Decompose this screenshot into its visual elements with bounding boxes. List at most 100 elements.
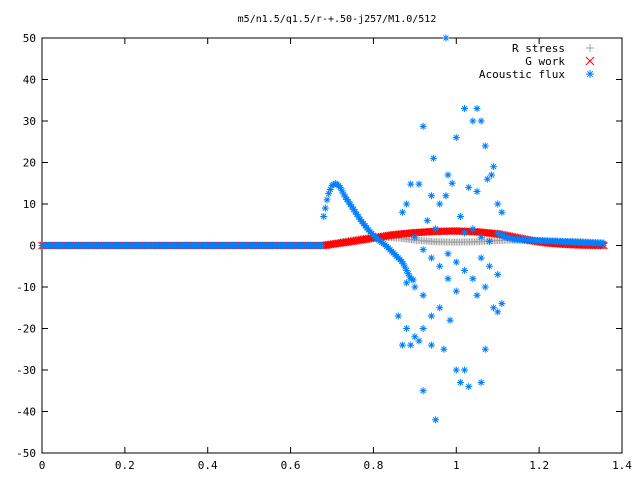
acoustic-flux-point [481,283,489,291]
acoustic-flux-point [407,341,415,349]
acoustic-flux-point [415,337,423,345]
acoustic-flux-point [340,190,348,198]
acoustic-flux-point [477,233,485,241]
acoustic-flux-point [341,193,349,201]
acoustic-flux-point [469,275,477,283]
acoustic-flux-point [436,304,444,312]
x-tick-label: 0.6 [281,459,301,472]
acoustic-flux-point [494,229,502,237]
legend-marker-r-stress [586,44,594,52]
acoustic-flux-point [399,260,407,268]
acoustic-flux-point [419,122,427,130]
acoustic-flux-point [456,378,464,386]
acoustic-flux-point [398,341,406,349]
acoustic-flux-point [398,208,406,216]
acoustic-flux-point [477,117,485,125]
acoustic-flux-point [473,188,481,196]
acoustic-flux-point [320,212,328,220]
y-tick-label: 30 [23,115,36,128]
acoustic-flux-point [446,316,454,324]
acoustic-flux-point [427,254,435,262]
acoustic-flux-point [419,291,427,299]
acoustic-flux-point [345,198,353,206]
acoustic-flux-point [403,279,411,287]
y-tick-label: 50 [23,32,36,45]
acoustic-flux-point [403,266,411,274]
acoustic-flux-point [321,204,329,212]
acoustic-flux-point [485,237,493,245]
acoustic-flux-point [442,192,450,200]
acoustic-flux-point [409,276,417,284]
acoustic-flux-point [403,325,411,332]
acoustic-flux-point [497,231,505,239]
x-tick-label: 1.4 [612,459,632,472]
acoustic-flux-point [411,233,419,241]
y-tick-label: 0 [29,240,36,253]
acoustic-flux-point [430,154,437,162]
y-tick-label: 10 [23,198,36,211]
acoustic-flux-point [442,34,450,42]
acoustic-flux-point [469,225,477,233]
legend-label-r-stress: R stress [512,42,565,55]
acoustic-flux-point [494,308,502,316]
acoustic-flux-point [440,345,448,353]
acoustic-flux-point [473,105,481,113]
acoustic-flux-point [427,192,435,200]
acoustic-flux-point [325,190,333,198]
acoustic-flux-point [452,258,460,266]
acoustic-flux-point [452,287,460,295]
acoustic-flux-point [423,217,431,225]
acoustic-flux-point [318,242,326,249]
acoustic-flux-point [419,246,427,254]
acoustic-flux-point [419,325,427,332]
acoustic-flux-point [465,183,473,191]
acoustic-flux-point [401,263,409,271]
acoustic-flux-point [353,210,361,218]
legend-marker-g-work [585,56,595,66]
acoustic-flux-point [427,341,435,349]
acoustic-flux-point [336,183,344,191]
y-tick-label: 20 [23,157,36,170]
y-tick-label: -50 [16,447,36,460]
acoustic-flux-point [328,181,336,189]
acoustic-flux-point [452,134,460,142]
acoustic-flux-point [394,312,402,320]
x-tick-label: 1 [453,459,460,472]
y-tick-label: 40 [23,74,36,87]
acoustic-flux-point [436,262,444,270]
acoustic-flux-point [495,230,503,238]
acoustic-flux-point [444,171,452,179]
acoustic-flux-point [494,200,502,208]
chart-title: m5/n1.5/q1.5/r-+.50-j257/M1.0/512 [238,14,437,25]
acoustic-flux-point [398,257,406,265]
acoustic-flux-point [419,387,427,395]
acoustic-flux-point [465,383,473,391]
data-marks [38,34,608,424]
acoustic-flux-point [499,232,507,240]
acoustic-flux-point [481,345,489,353]
acoustic-flux-point [404,270,412,278]
acoustic-flux-point [346,200,354,208]
acoustic-flux-point [498,300,506,308]
acoustic-flux-point [411,333,419,341]
acoustic-flux-point [432,225,440,233]
acoustic-flux-point [444,275,452,283]
acoustic-flux-point [461,229,469,237]
y-tick-label: -10 [16,281,36,294]
acoustic-flux-point [355,213,363,221]
y-tick-label: -20 [16,323,36,336]
acoustic-flux-point [469,117,477,125]
acoustic-flux-point [326,185,334,193]
acoustic-flux-point [411,283,419,291]
acoustic-flux-point [343,195,351,203]
acoustic-flux-point [403,200,411,208]
acoustic-flux-point [456,212,464,220]
y-tick-label: -30 [16,364,36,377]
x-tick-label: 0 [39,459,46,472]
acoustic-flux-point [350,205,358,213]
acoustic-flux-point [448,179,456,187]
acoustic-flux-point [407,180,415,188]
legend-label-acoustic-flux: Acoustic flux [479,68,565,81]
y-tick-label: -40 [16,406,36,419]
